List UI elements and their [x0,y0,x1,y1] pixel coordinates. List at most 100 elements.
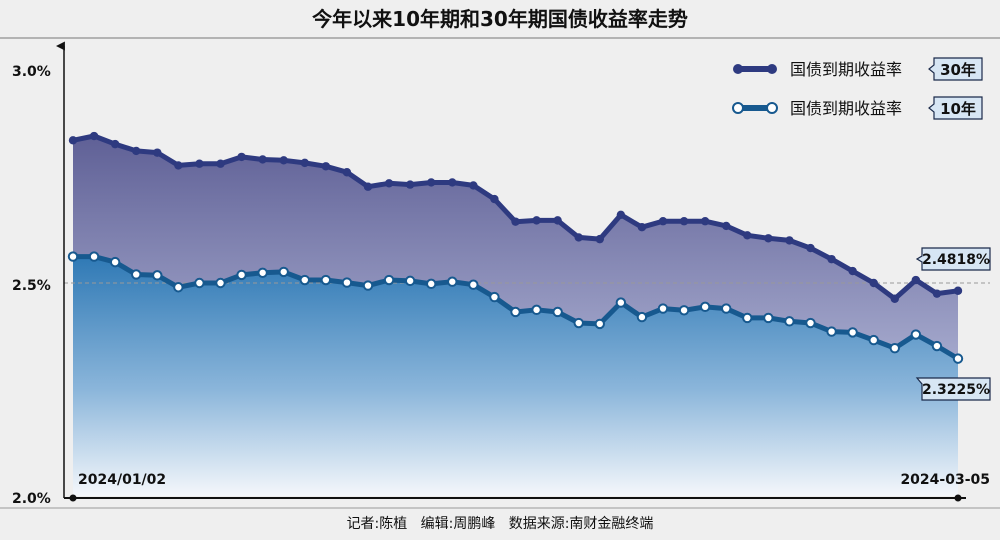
point-30y-40 [911,275,921,285]
point-30y-29 [679,217,689,226]
point-10y-8 [236,269,247,281]
point-30y-42 [953,286,963,295]
x-axis-end-dot [954,494,962,502]
point-30y-33 [764,234,773,243]
legend-item-10y: 国债到期收益率 10年 [732,96,983,120]
legend-label-30y: 国债到期收益率 [790,60,902,79]
point-10y-12 [320,274,332,286]
point-30y-28 [658,217,668,226]
point-10y-3 [131,269,142,280]
point-30y-16 [405,180,415,189]
point-30y-13 [342,168,352,177]
point-30y-1 [89,131,99,141]
point-10y-26 [615,297,627,308]
point-10y-19 [468,279,479,290]
legend-marker-10y [732,102,744,114]
point-30y-32 [743,231,752,240]
y-tick-label-2.5: 2.5% [12,278,51,294]
point-10y-7 [215,277,226,289]
point-30y-12 [321,162,331,171]
point-10y-33 [763,312,774,324]
series-points-30y [68,131,963,303]
point-10y-29 [678,305,690,316]
point-10y-28 [657,303,669,314]
point-10y-40 [910,329,922,340]
legend-tag-10y: 10年 [940,100,976,118]
point-30y-0 [68,136,78,145]
point-10y-39 [889,342,900,354]
point-10y-5 [173,282,184,293]
point-10y-6 [194,277,205,289]
footer-credits: 记者:陈植 编辑:周鹏峰 数据来源:南财金融终端 [347,515,654,532]
point-10y-1 [88,251,100,262]
point-30y-23 [553,216,562,225]
x-end-label: 2024-03-05 [900,472,990,488]
legend-tag-30y-box [928,57,983,81]
point-30y-6 [195,159,204,168]
end-label-30y-text: 2.4818% [922,252,990,268]
point-10y-22 [531,304,542,316]
point-10y-11 [299,274,310,286]
legend-marker-30y [733,64,743,74]
point-10y-34 [784,316,795,327]
point-30y-20 [490,194,499,204]
point-30y-18 [448,178,457,187]
chart-title: 今年以来10年期和30年期国债收益率走势 [312,7,688,31]
point-10y-25 [594,318,605,330]
point-30y-37 [848,266,857,276]
point-30y-9 [258,155,267,164]
point-10y-13 [341,277,353,288]
x-axis-start-dot [69,494,77,502]
end-label-10y-box [915,377,991,401]
point-30y-14 [363,182,373,191]
point-30y-35 [806,243,815,253]
point-30y-24 [574,233,583,242]
point-10y-32 [742,312,753,324]
point-30y-34 [785,236,794,245]
point-10y-9 [257,267,268,278]
point-10y-20 [489,291,500,303]
point-10y-4 [152,270,163,281]
point-10y-21 [510,306,521,318]
point-10y-30 [699,301,711,313]
point-30y-41 [932,289,942,298]
point-10y-37 [847,327,858,338]
point-10y-14 [362,280,374,291]
point-10y-38 [868,334,879,346]
legend-tag-10y-box [928,96,983,120]
legend-marker-30y-end [767,64,777,74]
point-10y-23 [552,306,563,318]
point-30y-36 [827,254,836,264]
point-10y-35 [805,317,816,329]
y-tick-label-2.0: 2.0% [12,491,51,507]
point-30y-25 [595,234,604,244]
point-30y-3 [132,146,141,156]
y-tick-label-3.0: 3.0% [12,64,51,80]
area-30y [73,136,958,359]
point-30y-4 [153,148,162,157]
end-label-10y-text: 2.3225% [922,382,990,398]
point-30y-38 [869,278,878,288]
point-30y-27 [637,222,647,232]
point-30y-21 [511,217,520,226]
point-30y-7 [216,159,225,168]
point-30y-8 [237,152,246,162]
point-30y-22 [532,216,541,225]
point-10y-16 [404,275,416,287]
point-10y-18 [447,276,458,287]
area-10y [73,256,958,496]
point-30y-2 [110,139,120,149]
series-points-10y [67,251,964,364]
point-30y-26 [616,210,626,220]
point-30y-11 [300,158,309,168]
point-30y-5 [174,161,183,170]
point-10y-42 [952,353,964,364]
point-30y-17 [427,178,436,187]
end-label-30y: 2.4818% [915,247,991,271]
point-30y-39 [890,294,899,303]
end-label-30y-box [915,247,991,271]
legend-marker-10y-end [766,102,778,114]
legend-tag-30y: 30年 [940,61,976,79]
